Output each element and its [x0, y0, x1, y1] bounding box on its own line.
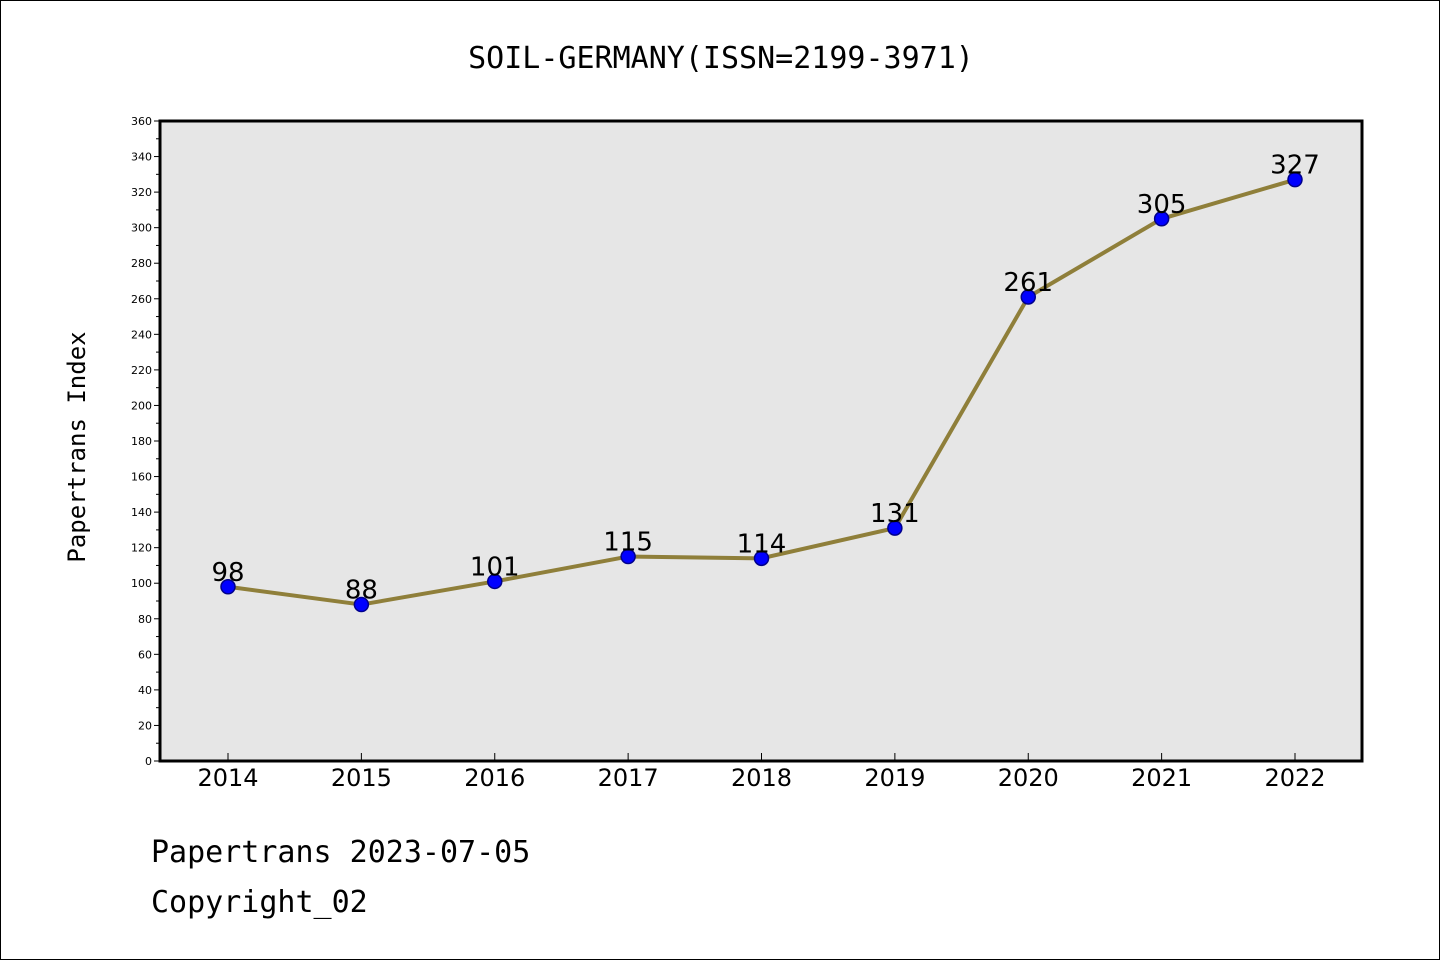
data-label: 305 — [1137, 190, 1187, 220]
footer-date-line: Papertrans 2023-07-05 — [151, 835, 531, 870]
x-tick-label: 2018 — [731, 764, 792, 792]
y-tick-label: 160 — [131, 471, 152, 484]
y-tick-label: 140 — [131, 506, 152, 519]
y-axis: 0 20 40 60 80 100 120 140 160 180 200 220 240 260 280 3… — [131, 115, 160, 768]
x-tick-label: 2019 — [864, 764, 925, 792]
x-tick-label: 2021 — [1131, 764, 1192, 792]
data-point — [220, 579, 236, 595]
y-tick-label: 340 — [131, 151, 152, 164]
data-label: 115 — [603, 528, 653, 558]
y-tick-label: 220 — [131, 364, 152, 377]
data-label: 101 — [470, 552, 520, 582]
plot-area — [158, 119, 1364, 763]
footer-copyright: Copyright_02 — [151, 885, 368, 920]
y-tick-label: 60 — [138, 648, 152, 661]
x-tick-label: 2016 — [464, 764, 525, 792]
chart-title: SOIL-GERMANY(ISSN=2199-3971) — [468, 41, 974, 76]
y-tick-label: 80 — [138, 613, 152, 626]
y-tick-label: 40 — [138, 684, 152, 697]
y-tick-label: 300 — [131, 222, 152, 235]
x-tick-label: 2014 — [197, 764, 258, 792]
x-axis: 2014 2015 2016 2017 2018 2019 2020 2021 2022 — [197, 753, 1326, 792]
data-label: 261 — [1003, 268, 1053, 298]
y-axis-label: Papertrans Index — [63, 331, 91, 562]
x-tick-label: 2020 — [998, 764, 1059, 792]
y-tick-label: 100 — [131, 577, 152, 590]
data-label: 88 — [345, 576, 378, 606]
data-point — [1287, 171, 1303, 188]
y-tick-label: 180 — [131, 435, 152, 448]
y-tick-label: 240 — [131, 328, 152, 341]
data-label: 131 — [870, 499, 920, 529]
data-point — [887, 520, 903, 536]
y-tick-label: 20 — [138, 719, 152, 732]
data-point — [487, 573, 503, 590]
data-point — [620, 548, 636, 565]
data-point — [1020, 289, 1036, 305]
data-label: 98 — [211, 558, 244, 588]
data-label: 114 — [737, 529, 787, 559]
x-tick-label: 2017 — [598, 764, 659, 792]
series-group: 98 88 101 115 114 131 261 305 327 — [211, 151, 1320, 613]
data-label: 327 — [1270, 151, 1320, 181]
y-tick-label: 280 — [131, 257, 152, 270]
y-tick-label: 260 — [131, 293, 152, 306]
y-tick-label: 200 — [131, 399, 152, 412]
y-tick-label: 360 — [131, 115, 152, 128]
data-point — [353, 596, 370, 613]
x-tick-label: 2022 — [1264, 764, 1325, 792]
x-tick-label: 2015 — [331, 764, 392, 792]
data-point — [753, 550, 770, 567]
y-tick-label: 0 — [145, 755, 152, 768]
data-point — [1153, 211, 1170, 227]
y-tick-label: 320 — [131, 186, 152, 199]
y-tick-label: 120 — [131, 542, 152, 555]
